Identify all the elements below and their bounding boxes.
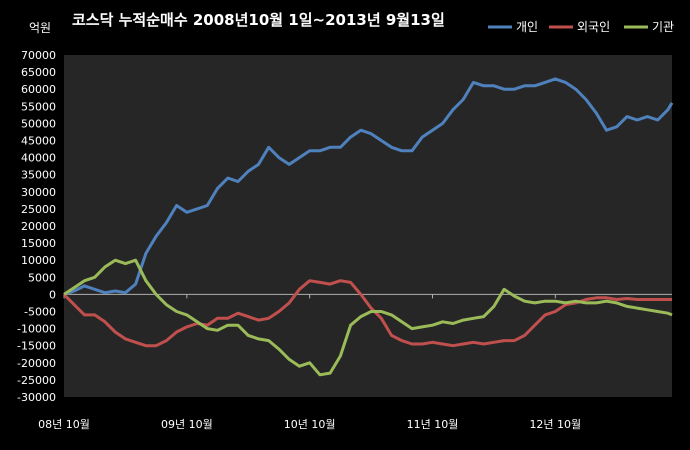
y-tick-label: -5000: [24, 306, 56, 319]
y-tick-label: 65000: [21, 66, 56, 79]
y-tick-label: -15000: [17, 340, 56, 353]
series-line-foreign: [62, 279, 672, 348]
y-tick-label: 45000: [21, 135, 56, 148]
y-axis-ticks: 7000065000600005500050000450004000035000…: [17, 49, 56, 404]
chart-title: 코스닥 누적순매수 2008년10월 1일~2013년 9월13일: [72, 11, 445, 29]
x-axis-ticks: 08년 10월 09년 10월 10년 10월 11년 10월 12년 10월: [38, 294, 581, 431]
legend-label-foreign: 외국인: [577, 20, 610, 34]
y-tick-label: 35000: [21, 169, 56, 182]
x-tick-label: 10년 10월: [284, 418, 336, 431]
legend-item-individual: 개인: [488, 20, 538, 34]
x-tick-label: 09년 10월: [161, 418, 213, 431]
y-tick-label: 20000: [21, 220, 56, 233]
series-line-institution: [63, 258, 673, 377]
legend-item-foreign: 외국인: [549, 20, 610, 34]
y-tick-label: 70000: [21, 49, 56, 62]
y-tick-label: 55000: [21, 100, 56, 113]
legend-label-individual: 개인: [516, 20, 538, 34]
y-tick-label: 50000: [21, 117, 56, 130]
y-tick-label: 0: [49, 288, 56, 301]
y-tick-label: 15000: [21, 237, 56, 250]
legend: 개인 외국인 기관: [488, 20, 674, 34]
y-tick-label: 40000: [21, 152, 56, 165]
series-lines: [62, 77, 674, 377]
x-tick-label: 12년 10월: [529, 418, 581, 431]
y-tick-label: -20000: [17, 357, 56, 370]
y-tick-label: 30000: [21, 186, 56, 199]
y-tick-label: -30000: [17, 391, 56, 404]
y-tick-label: 5000: [28, 271, 56, 284]
series-line-individual: [63, 77, 674, 296]
y-tick-label: 25000: [21, 203, 56, 216]
y-tick-label: 60000: [21, 83, 56, 96]
x-tick-label: 08년 10월: [38, 418, 90, 431]
x-tick-label: 11년 10월: [407, 418, 459, 431]
legend-label-institution: 기관: [652, 20, 674, 34]
legend-item-institution: 기관: [624, 20, 674, 34]
y-tick-label: -10000: [17, 323, 56, 336]
y-tick-label: -25000: [17, 374, 56, 387]
y-unit-label: 억원: [29, 21, 51, 35]
y-tick-label: 10000: [21, 254, 56, 267]
